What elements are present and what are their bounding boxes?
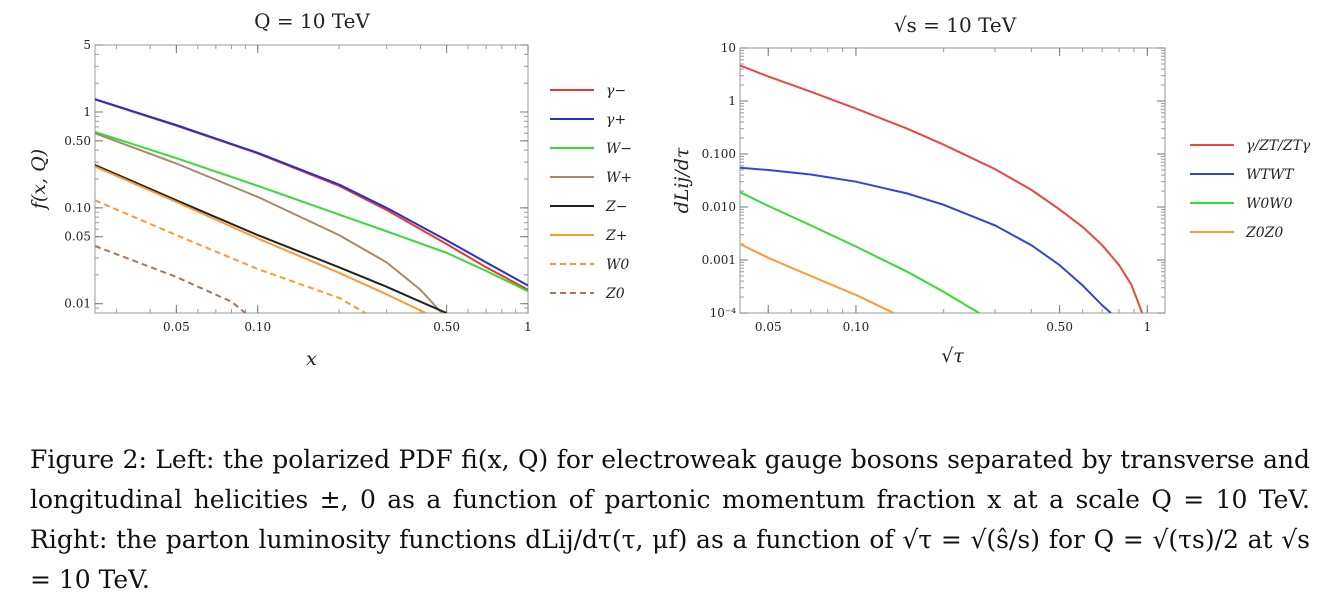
right-panel-luminosity: 0.05 0.10 0.50 1 10⁻⁴ 0.001 0.010 0.100 1 10 γ/ZT/… bbox=[671, 13, 1311, 367]
y-tick-label: 10 bbox=[721, 41, 736, 55]
series-line bbox=[95, 199, 366, 313]
series-line bbox=[740, 191, 980, 313]
x-tick-label: 0.50 bbox=[1046, 320, 1073, 334]
x-axis-label: x bbox=[306, 348, 317, 370]
legend-label: Z− bbox=[605, 199, 627, 215]
series-line bbox=[95, 130, 528, 293]
y-axis-label: f(x, Q) bbox=[28, 149, 50, 211]
chart-title: Q = 10 TeV bbox=[254, 9, 370, 33]
y-tick-label: 5 bbox=[83, 38, 91, 52]
y-tick-label: 0.010 bbox=[702, 200, 736, 214]
legend-label: W+ bbox=[606, 170, 632, 186]
legend-label: Z+ bbox=[605, 228, 627, 244]
y-tick-label: 0.100 bbox=[702, 147, 736, 161]
legend-label: γ+ bbox=[606, 112, 626, 128]
y-tick-label: 0.001 bbox=[702, 253, 736, 267]
series-line bbox=[95, 164, 447, 313]
x-tick-label: 0.05 bbox=[163, 320, 190, 334]
x-axis-label: √τ bbox=[941, 345, 964, 367]
series-line bbox=[740, 243, 895, 313]
legend-label: γ− bbox=[606, 83, 626, 99]
series-line bbox=[95, 165, 427, 313]
legend-label: Z0Z0 bbox=[1245, 225, 1283, 241]
plot-frame bbox=[739, 47, 1166, 314]
series-line bbox=[95, 245, 247, 313]
legend-label: W− bbox=[606, 141, 632, 157]
series-line bbox=[740, 166, 1112, 313]
x-tick-label: 1 bbox=[1143, 320, 1151, 334]
legend-label: Z0 bbox=[605, 286, 625, 302]
y-tick-label: 0.05 bbox=[64, 230, 91, 244]
y-tick-label: 1 bbox=[83, 105, 91, 119]
legend-label: W0 bbox=[606, 257, 629, 273]
x-tick-label: 0.10 bbox=[843, 320, 870, 334]
x-tick-label: 0.50 bbox=[433, 320, 460, 334]
chart-title: √s = 10 TeV bbox=[894, 13, 1017, 37]
legend-label: W0W0 bbox=[1246, 196, 1293, 212]
figure-caption: Figure 2: Left: the polarized PDF fi(x, … bbox=[30, 445, 1310, 594]
y-tick-label: 0.10 bbox=[64, 201, 91, 215]
figure: 0.05 0.10 0.50 1 0.01 0.05 0.10 0.50 1 5 γ− γ+ W− W+ Z… bbox=[28, 9, 1311, 370]
x-tick-label: 1 bbox=[524, 320, 532, 334]
series-line bbox=[95, 132, 443, 313]
left-panel-pdf: 0.05 0.10 0.50 1 0.01 0.05 0.10 0.50 1 5 γ− γ+ W− W+ Z… bbox=[28, 9, 632, 370]
y-tick-label: 0.01 bbox=[64, 297, 91, 311]
series-line bbox=[740, 64, 1144, 313]
x-tick-label: 0.05 bbox=[755, 320, 782, 334]
plot-frame bbox=[94, 44, 529, 314]
y-axis-label: dLij/dτ bbox=[671, 147, 693, 213]
series-line bbox=[95, 98, 528, 287]
y-tick-label: 1 bbox=[728, 94, 736, 108]
legend-label: WTWT bbox=[1246, 167, 1295, 183]
x-tick-label: 0.10 bbox=[244, 320, 271, 334]
y-tick-label: 0.50 bbox=[64, 134, 91, 148]
legend-label: γ/ZT/ZTγ bbox=[1246, 138, 1311, 154]
y-tick-label: 10⁻⁴ bbox=[710, 306, 737, 320]
